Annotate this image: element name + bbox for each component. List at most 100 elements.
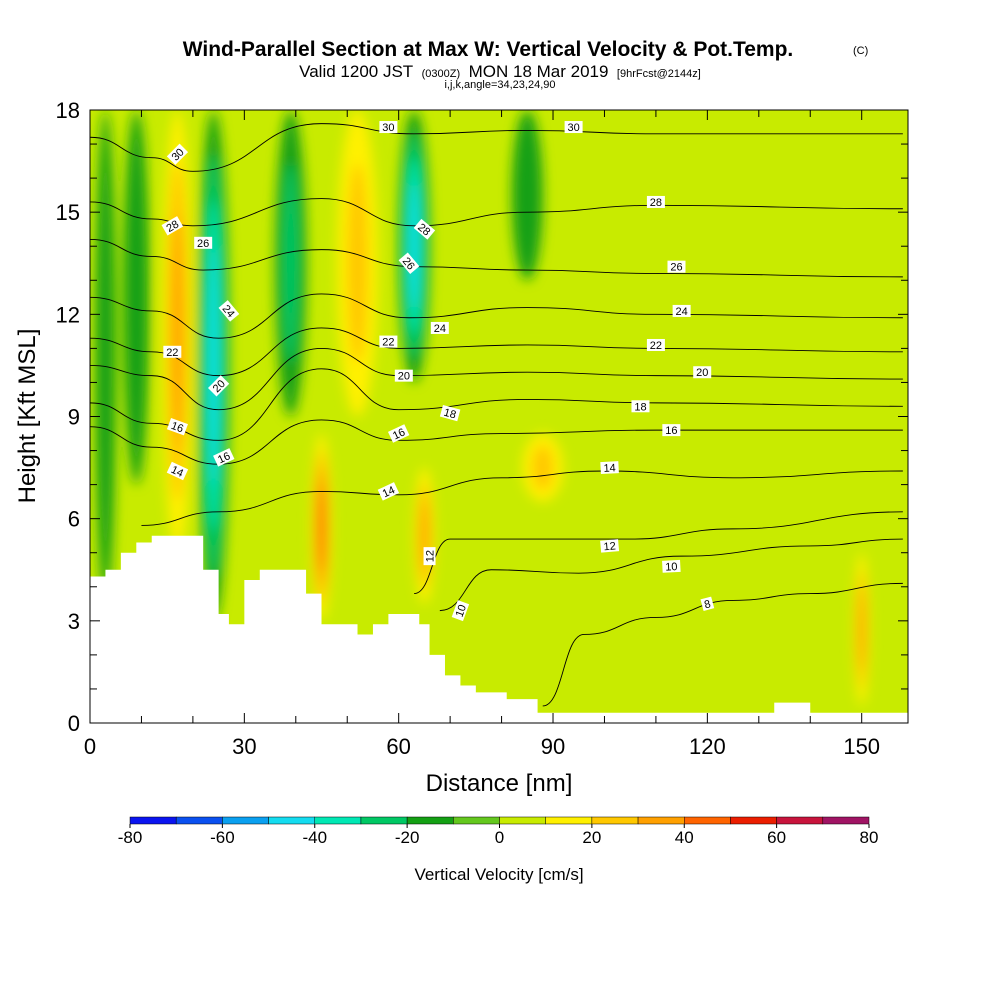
colorbar-tick-label: 20: [582, 828, 601, 847]
colorbar-swatch: [637, 816, 685, 825]
colorbar-tick-label: 0: [495, 828, 504, 847]
colorbar-swatch: [776, 816, 824, 825]
velocity-region-downdraft-band-3: [410, 181, 418, 311]
svg-text:18: 18: [634, 401, 646, 413]
theta-contour-20: [90, 347, 903, 411]
svg-text:20: 20: [398, 371, 410, 383]
y-tick-label: 9: [68, 405, 80, 430]
svg-text:16: 16: [391, 426, 407, 442]
y-tick-label: 18: [56, 98, 80, 123]
y-tick-label: 6: [68, 507, 80, 532]
x-tick-label: 0: [84, 734, 96, 759]
x-tick-label: 30: [232, 734, 256, 759]
svg-text:24: 24: [676, 306, 688, 318]
svg-text:28: 28: [165, 218, 182, 235]
colorbar-swatch: [314, 816, 362, 825]
colorbar-swatch: [684, 816, 731, 825]
x-tick-label: 120: [689, 734, 726, 759]
valid-date: MON 18 Mar 2019: [469, 62, 609, 81]
theta-contour-14: [141, 470, 903, 526]
colorbar-swatch: [175, 816, 223, 825]
forecast-info: [9hrFcst@2144z]: [617, 68, 701, 80]
contour-label-10: 10: [451, 600, 470, 622]
contour-label-12: 12: [423, 547, 437, 566]
colorbar-swatch: [268, 816, 315, 825]
svg-text:26: 26: [197, 238, 209, 250]
contour-label-20: 20: [394, 369, 413, 383]
terrain: [90, 535, 908, 723]
colorbar-swatch: [129, 816, 177, 825]
contour-label-30: 30: [379, 121, 398, 134]
svg-text:28: 28: [650, 197, 662, 209]
colorbar-swatch: [822, 816, 870, 825]
contour-label-22: 22: [163, 345, 182, 359]
colorbar-swatch: [591, 816, 639, 825]
svg-text:10: 10: [454, 603, 469, 619]
svg-text:30: 30: [567, 122, 579, 134]
contour-label-26: 26: [194, 236, 213, 250]
theta-contour-12: [414, 511, 903, 595]
contour-label-12: 12: [600, 539, 620, 553]
contour-label-18: 18: [631, 400, 650, 413]
svg-text:22: 22: [166, 347, 178, 359]
contour-label-26: 26: [667, 260, 686, 274]
y-tick-label: 0: [68, 711, 80, 736]
colorbar-tick-label: 40: [675, 828, 694, 847]
svg-text:14: 14: [603, 462, 616, 475]
theta-contour-26: [90, 238, 903, 278]
x-axis-label: Distance [nm]: [426, 770, 573, 797]
contour-label-28: 28: [161, 216, 184, 236]
terrain-mask: [90, 535, 908, 723]
svg-text:30: 30: [382, 122, 394, 134]
svg-text:8: 8: [703, 598, 712, 611]
colorbar-tick-label: -40: [302, 828, 327, 847]
contour-label-18: 18: [439, 404, 461, 422]
colorbar-swatch: [453, 816, 500, 825]
velocity-region-updraft-core-1: [318, 482, 325, 572]
contour-label-14: 14: [600, 461, 619, 475]
colorbar-swatch: [360, 816, 408, 825]
chart-subtitle: Valid 1200 JST (0300Z) MON 18 Mar 2019 […: [299, 62, 701, 81]
contour-label-14: 14: [166, 461, 189, 481]
x-tick-label: 150: [843, 734, 880, 759]
svg-text:16: 16: [665, 425, 677, 437]
velocity-region-downdraft-west-1: [95, 110, 116, 604]
contour-label-28: 28: [646, 195, 665, 209]
colorbar-title: Vertical Velocity [cm/s]: [414, 865, 583, 884]
svg-text:20: 20: [696, 367, 708, 379]
colorbar-tick-label: -80: [118, 828, 143, 847]
svg-text:24: 24: [434, 323, 446, 335]
colorbar-tick-label: 60: [767, 828, 786, 847]
svg-text:22: 22: [382, 337, 394, 349]
contour-label-20: 20: [693, 366, 712, 379]
colorbar-swatch: [406, 816, 454, 825]
theta-contour-22: [90, 327, 903, 377]
contour-label-22: 22: [646, 338, 665, 352]
svg-text:18: 18: [442, 407, 457, 422]
svg-text:14: 14: [169, 464, 185, 480]
colorbar-tick-label: 80: [860, 828, 879, 847]
contour-label-24: 24: [672, 304, 691, 318]
y-tick-label: 15: [56, 200, 80, 225]
colorbar-tick-label: -20: [395, 828, 420, 847]
contour-label-10: 10: [662, 559, 681, 574]
axes: 0 30 60 90 120 150 0 3 6 9 12 15 18: [56, 98, 908, 759]
contour-label-22: 22: [379, 335, 398, 349]
colorbar-swatch: [730, 816, 777, 825]
svg-text:12: 12: [603, 540, 616, 553]
velocity-region-downdraft-west-2: [123, 110, 150, 485]
colorbar-swatch: [545, 816, 593, 825]
velocity-region-updraft-wave: [532, 445, 554, 490]
chart-title: Wind-Parallel Section at Max W: Vertical…: [183, 38, 794, 61]
copyright-mark: (C): [853, 45, 868, 57]
contour-label-30: 30: [564, 121, 583, 134]
colorbar-swatch: [499, 816, 546, 825]
contour-label-8: 8: [700, 596, 715, 611]
section-indices: i,j,k,angle=34,23,24,90: [444, 79, 555, 91]
colorbar-swatch: [222, 816, 269, 825]
velocity-region-downdraft-band-1: [209, 244, 218, 487]
velocity-region-updraft-east: [858, 588, 865, 671]
svg-text:10: 10: [665, 561, 678, 574]
